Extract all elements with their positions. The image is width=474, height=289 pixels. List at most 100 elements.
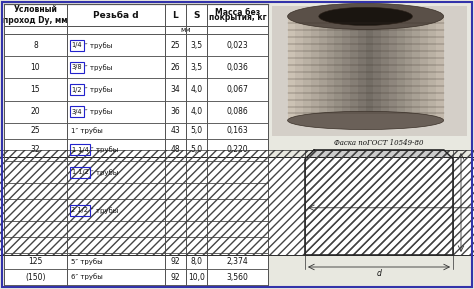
Text: 0,086: 0,086 — [227, 107, 248, 116]
Polygon shape — [305, 150, 453, 255]
Text: 43: 43 — [171, 126, 181, 136]
Text: 8,0: 8,0 — [191, 241, 202, 250]
Text: d: d — [376, 268, 382, 277]
Bar — [436, 16, 444, 121]
Text: 34: 34 — [171, 85, 181, 94]
Bar — [374, 16, 381, 121]
Text: 92: 92 — [171, 273, 180, 281]
Text: 3/4: 3/4 — [72, 109, 82, 115]
Text: 65: 65 — [31, 206, 40, 215]
Text: 5,0: 5,0 — [191, 145, 202, 154]
Bar — [70, 106, 84, 117]
Text: 4,0: 4,0 — [191, 85, 202, 94]
Text: Резьба d: Резьба d — [93, 10, 139, 19]
Text: 3,5: 3,5 — [191, 63, 202, 72]
Text: 6,0: 6,0 — [191, 225, 202, 234]
Bar — [405, 16, 412, 121]
Bar — [412, 16, 420, 121]
Bar — [288, 16, 295, 121]
Text: 48: 48 — [171, 145, 180, 154]
Bar — [0, 150, 453, 255]
Text: 0,067: 0,067 — [227, 85, 248, 94]
Text: покрытия, кг: покрытия, кг — [209, 14, 266, 23]
Text: 0,220: 0,220 — [227, 145, 248, 154]
Text: 1 1/2: 1 1/2 — [72, 169, 89, 175]
Bar — [4, 4, 268, 285]
Text: Условный
проход Dу, мм: Условный проход Dу, мм — [3, 5, 68, 25]
Text: 10: 10 — [31, 63, 40, 72]
Bar — [303, 16, 311, 121]
Bar — [70, 167, 90, 178]
Text: 0,838: 0,838 — [227, 225, 248, 234]
Bar — [319, 16, 327, 121]
Text: ″ трубы: ″ трубы — [85, 108, 112, 115]
Ellipse shape — [319, 7, 412, 25]
Text: Масса без: Масса без — [215, 8, 260, 17]
Bar — [70, 62, 84, 73]
Ellipse shape — [288, 3, 444, 29]
Text: 4″ трубы: 4″ трубы — [71, 242, 103, 249]
Ellipse shape — [288, 111, 444, 129]
Text: 0,255: 0,255 — [227, 168, 248, 177]
Text: 1,801: 1,801 — [227, 241, 248, 250]
Text: 92: 92 — [171, 257, 180, 266]
Bar — [70, 144, 90, 155]
Bar — [327, 16, 334, 121]
Bar — [0, 150, 453, 255]
Text: ″ трубы: ″ трубы — [85, 64, 112, 71]
Text: 5″ трубы: 5″ трубы — [71, 258, 103, 265]
Text: ″ трубы: ″ трубы — [91, 147, 118, 153]
Text: 0,409: 0,409 — [227, 187, 248, 196]
Text: 25: 25 — [31, 126, 40, 136]
Text: 1″ трубы: 1″ трубы — [71, 127, 103, 134]
Bar — [311, 16, 319, 121]
Text: 50: 50 — [31, 187, 40, 196]
Text: 5,0: 5,0 — [191, 168, 202, 177]
Text: 25: 25 — [171, 41, 180, 50]
Bar — [70, 205, 90, 216]
Text: L: L — [173, 10, 178, 19]
Text: s: s — [297, 203, 301, 212]
Bar — [295, 16, 303, 121]
Text: 5,0: 5,0 — [191, 126, 202, 136]
Text: 3/8: 3/8 — [72, 64, 82, 70]
Text: 71: 71 — [171, 225, 180, 234]
Text: 80: 80 — [31, 225, 40, 234]
Text: 8,0: 8,0 — [191, 257, 202, 266]
Bar — [305, 150, 474, 255]
Text: 125: 125 — [28, 257, 43, 266]
Text: 65: 65 — [171, 206, 181, 215]
Bar — [0, 157, 474, 255]
Text: L: L — [465, 198, 469, 207]
Text: 2 1/2: 2 1/2 — [72, 207, 89, 213]
Text: 0,163: 0,163 — [227, 126, 248, 136]
Text: 3″ трубы: 3″ трубы — [71, 226, 103, 233]
Text: 6,0: 6,0 — [191, 206, 202, 215]
Text: 1/2: 1/2 — [72, 87, 82, 92]
Text: 48: 48 — [171, 168, 180, 177]
Text: 4,0: 4,0 — [191, 107, 202, 116]
Text: 10,0: 10,0 — [188, 273, 205, 281]
Text: 32: 32 — [31, 145, 40, 154]
Bar — [389, 16, 397, 121]
Text: 26: 26 — [171, 63, 180, 72]
Text: 2,374: 2,374 — [227, 257, 248, 266]
Text: (150): (150) — [25, 273, 46, 281]
Text: 40: 40 — [31, 168, 40, 177]
Text: ″ трубы: ″ трубы — [85, 86, 112, 93]
Text: ″ трубы: ″ трубы — [85, 42, 112, 49]
Text: S: S — [193, 10, 200, 19]
Bar — [272, 6, 467, 136]
Text: 83: 83 — [171, 241, 180, 250]
Bar — [420, 16, 428, 121]
Text: Фаска поГОСТ 10549-80: Фаска поГОСТ 10549-80 — [334, 139, 424, 147]
Text: 1 1/4: 1 1/4 — [72, 147, 89, 153]
Text: 56: 56 — [171, 187, 181, 196]
Text: ″ трубы: ″ трубы — [91, 207, 118, 214]
Bar — [350, 16, 358, 121]
Text: 20: 20 — [31, 107, 40, 116]
Text: 2″ трубы: 2″ трубы — [71, 188, 103, 195]
Text: 0,036: 0,036 — [227, 63, 248, 72]
Bar — [428, 16, 436, 121]
Text: 0,663: 0,663 — [227, 206, 248, 215]
